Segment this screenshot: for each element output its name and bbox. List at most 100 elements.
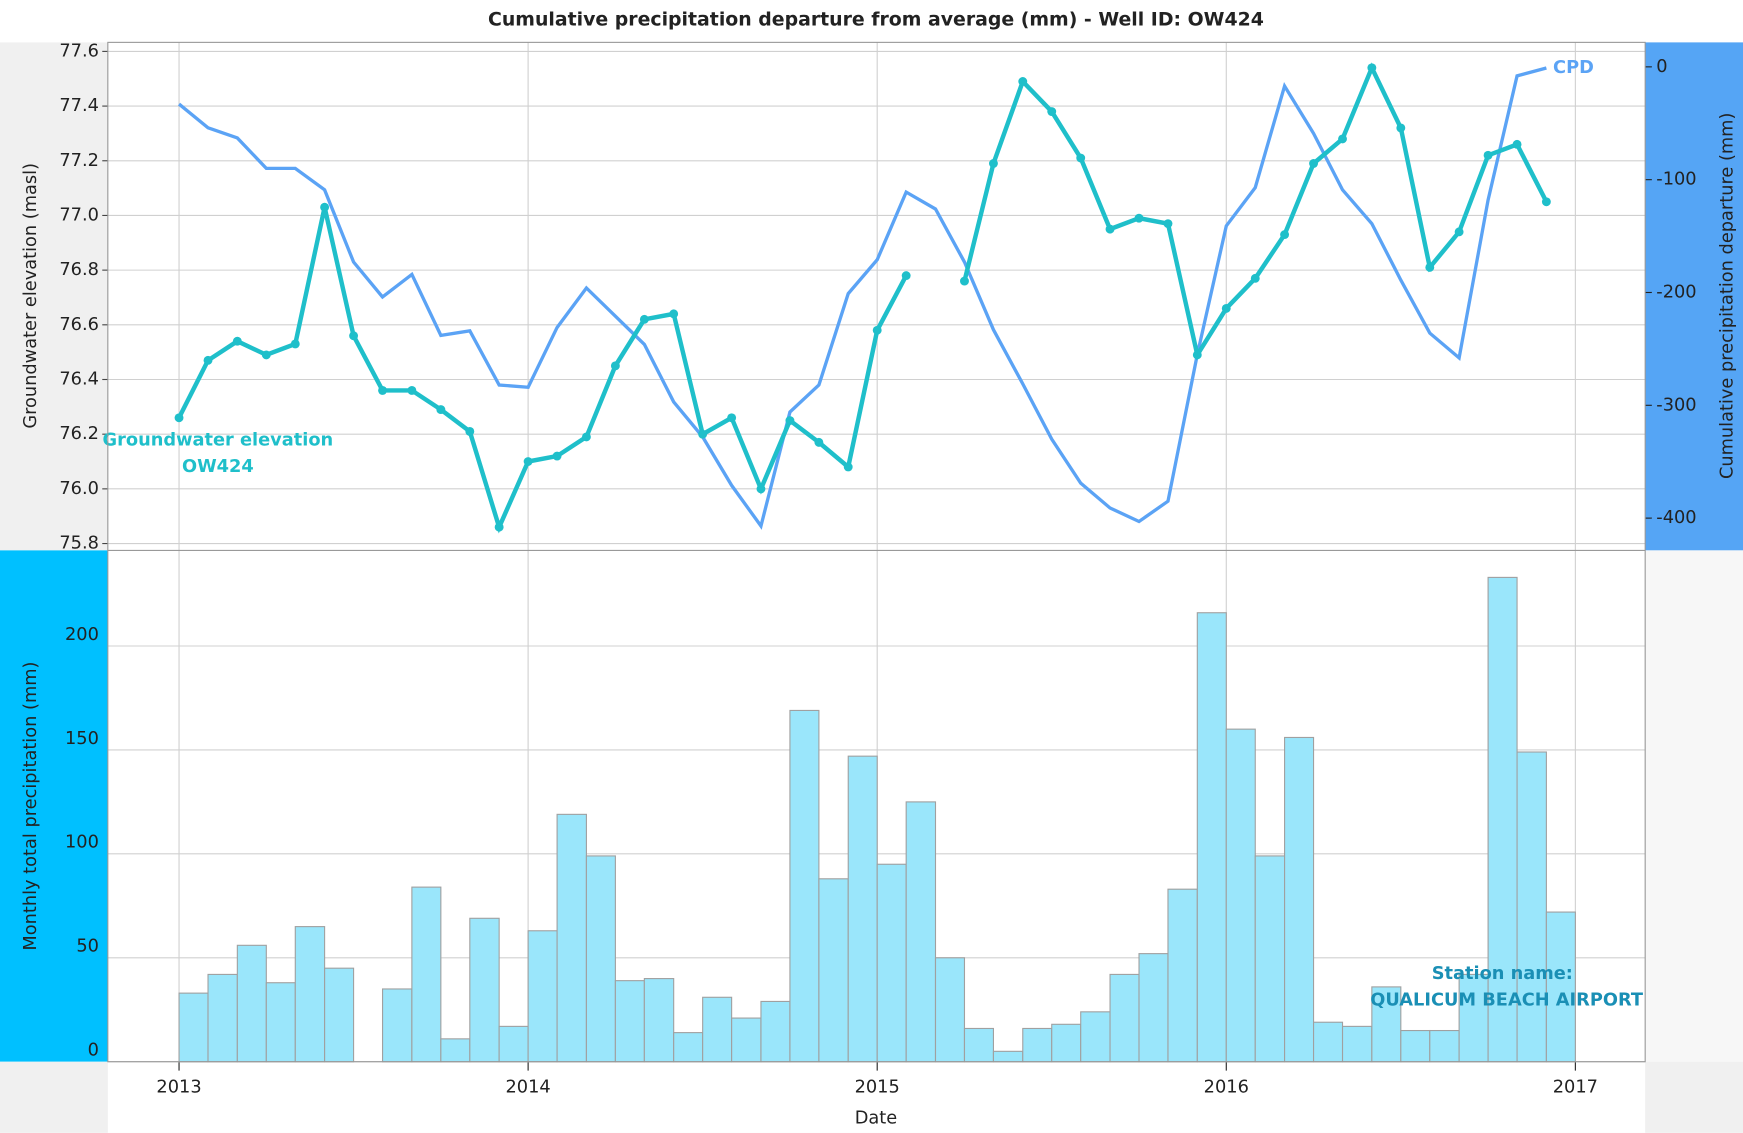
point (1018, 77, 1028, 86)
x-axis-area (107, 1061, 1646, 1133)
bottom-left-margin (0, 550, 108, 1062)
annotation: QUALICUM BEACH AIRPORT (1370, 990, 1644, 1011)
point (581, 432, 591, 442)
x-tick-label: 2017 (1553, 1076, 1598, 1097)
point (1163, 219, 1173, 229)
bar (1051, 1023, 1082, 1063)
point (639, 314, 649, 324)
bar (469, 917, 500, 1063)
y2-axis-label: Cumulative precipitation departure (mm) (1716, 113, 1737, 479)
point (436, 405, 446, 415)
y2-tick-label: -200 (1656, 281, 1696, 302)
point (843, 462, 853, 472)
point (1076, 153, 1086, 163)
y-tick-label: 77.6 (59, 40, 99, 61)
point (1134, 213, 1144, 223)
bar (236, 944, 267, 1063)
point (698, 429, 708, 439)
y-tick-label: 0 (88, 1040, 99, 1061)
point (232, 336, 242, 346)
bar (934, 957, 966, 1063)
bar (643, 978, 675, 1063)
y-tick-label: 75.8 (59, 533, 99, 554)
bar (1196, 612, 1227, 1063)
bar (207, 973, 238, 1063)
point (610, 361, 620, 371)
bar (527, 930, 558, 1063)
point (1105, 224, 1115, 234)
y2-tick-label: -100 (1656, 169, 1696, 190)
point (1454, 227, 1464, 237)
point (756, 484, 766, 494)
y-tick-label: 76.6 (59, 314, 99, 335)
bar (673, 1032, 704, 1063)
point (1367, 63, 1377, 73)
bar (760, 1000, 791, 1063)
point (1047, 107, 1057, 116)
y-tick-label: 77.2 (59, 150, 99, 171)
y2-tick-label: 0 (1656, 56, 1667, 77)
x-tick-label: 2016 (1204, 1076, 1249, 1097)
bar (818, 878, 849, 1063)
point (988, 159, 998, 168)
point (174, 413, 184, 423)
point (1309, 159, 1318, 168)
point (727, 413, 737, 423)
y-tick-label: 76.2 (59, 423, 99, 444)
bar (1429, 1029, 1460, 1063)
bar (905, 801, 937, 1063)
bar (1400, 1029, 1431, 1063)
point (552, 451, 562, 461)
point (378, 385, 387, 395)
bar (556, 813, 587, 1063)
bar (1312, 1021, 1344, 1063)
point (203, 355, 213, 365)
y2-tick-label: -400 (1656, 507, 1696, 528)
series-line (177, 66, 1547, 530)
bar (265, 982, 296, 1063)
bar (702, 996, 733, 1063)
point (290, 339, 300, 349)
annotation: Station name: (1432, 963, 1573, 984)
point (669, 309, 679, 319)
point (1541, 197, 1551, 207)
y-tick-label: 100 (65, 832, 99, 853)
point (1250, 273, 1260, 283)
bar (614, 980, 645, 1063)
x-tick-label: 2014 (506, 1076, 551, 1097)
bar (178, 992, 209, 1063)
y-tick-label: 200 (65, 624, 99, 645)
bar (294, 926, 326, 1063)
y-tick-label: 76.8 (59, 259, 99, 280)
point (349, 331, 359, 341)
y-axis-label: Monthly total precipitation (mm) (20, 662, 41, 951)
point (523, 457, 533, 466)
bar (585, 855, 616, 1063)
point (872, 325, 882, 335)
point (1192, 350, 1202, 360)
bar (1284, 736, 1315, 1063)
point (261, 350, 271, 360)
bar (1371, 986, 1402, 1063)
bar (1022, 1027, 1053, 1063)
bar (876, 863, 907, 1063)
x-tick-label: 2015 (855, 1076, 900, 1097)
bar (1080, 1011, 1111, 1063)
bar (1167, 888, 1198, 1063)
bar (847, 755, 878, 1063)
y-axis-label: Groundwater elevation (masl) (20, 163, 41, 429)
point (1396, 123, 1406, 133)
point (320, 202, 330, 212)
point (814, 437, 824, 447)
y-tick-label: 77.0 (59, 204, 99, 225)
bar (1254, 855, 1286, 1063)
series-label: Groundwater elevation OW424 (103, 429, 334, 477)
bar (963, 1027, 995, 1063)
bar (498, 1025, 529, 1063)
point (1483, 150, 1493, 160)
bar (1545, 911, 1576, 1063)
point (1425, 262, 1435, 272)
bar (1225, 728, 1256, 1063)
point (1221, 303, 1231, 313)
y-tick-label: 50 (76, 936, 99, 957)
